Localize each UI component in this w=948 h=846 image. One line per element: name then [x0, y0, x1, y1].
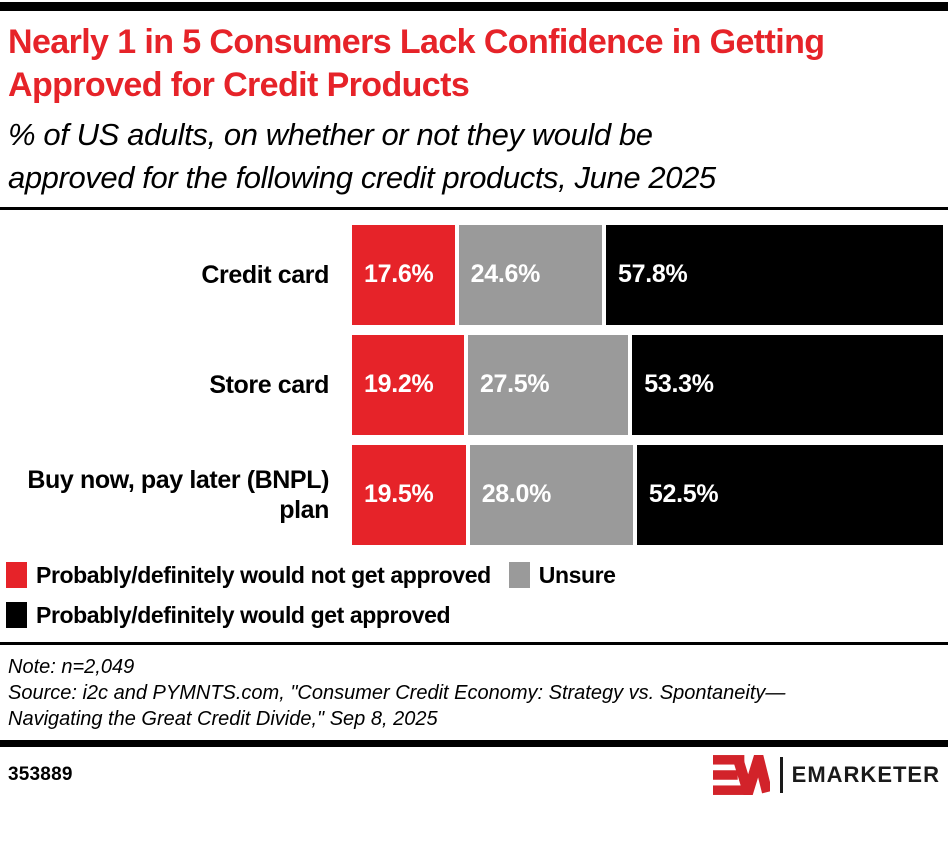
bar-value-label: 24.6%: [470, 260, 541, 289]
divider-bottom: [0, 641, 948, 645]
stacked-bar: 19.5% 28.0% 52.5%: [352, 444, 943, 545]
top-accent-bar: [0, 2, 948, 11]
legend-label: Unsure: [538, 561, 616, 588]
legend-swatch-black: [6, 602, 27, 629]
stacked-bar: 17.6% 24.6% 57.8%: [352, 224, 943, 325]
chart-rows: Credit card 17.6% 24.6% 57.8% Store card 19.2…: [0, 224, 943, 545]
stacked-bar-chart: Credit card 17.6% 24.6% 57.8% Store card 19.2…: [0, 210, 948, 545]
category-label: Store card: [209, 370, 329, 399]
bar-segment-gray: 24.6%: [458, 224, 603, 325]
logo-divider: [779, 756, 783, 793]
bar-segment-gray: 28.0%: [469, 444, 633, 545]
note-text: Note: n=2,049: [8, 655, 135, 678]
bar-value-label: 19.2%: [364, 370, 434, 399]
bar-segment-red: 19.5%: [352, 444, 466, 545]
bar-segment-red: 19.2%: [352, 334, 464, 435]
em-monogram-icon: [712, 754, 770, 795]
divider-top: [0, 206, 948, 210]
legend-swatch-red: [6, 562, 27, 589]
legend-row: Probably/definitely would get approved: [6, 602, 940, 629]
emarketer-logo: EMARKETER: [712, 754, 940, 795]
legend-item-would-not-get-approved: Probably/definitely would not get approv…: [6, 562, 491, 589]
bar-value-label: 27.5%: [479, 370, 550, 399]
chart-subtitle: % of US adults, on whether or not they w…: [8, 116, 716, 195]
footer: 353889 EMARKETER: [0, 747, 948, 798]
chart-row: Store card 19.2% 27.5% 53.3%: [0, 334, 943, 435]
stacked-bar: 19.2% 27.5% 53.3%: [352, 334, 943, 435]
legend-label: Probably/definitely would not get approv…: [36, 561, 491, 588]
legend-row: Probably/definitely would not get approv…: [6, 562, 940, 589]
header: Nearly 1 in 5 Consumers Lack Confidence …: [0, 11, 948, 207]
footer-accent-bar: [0, 739, 948, 747]
bar-value-label: 53.3%: [644, 370, 714, 399]
chart-title: Nearly 1 in 5 Consumers Lack Confidence …: [8, 23, 825, 104]
chart-legend: Probably/definitely would not get approv…: [6, 562, 940, 629]
bar-segment-black: 53.3%: [632, 334, 943, 435]
chart-row: Credit card 17.6% 24.6% 57.8%: [0, 224, 943, 325]
legend-swatch-gray: [508, 562, 530, 589]
legend-label: Probably/definitely would get approved: [36, 601, 451, 628]
bar-segment-red: 17.6%: [352, 224, 455, 325]
bar-segment-black: 52.5%: [636, 444, 943, 545]
legend-item-unsure: Unsure: [508, 561, 616, 589]
bar-value-label: 52.5%: [648, 480, 719, 509]
bar-value-label: 57.8%: [618, 260, 688, 289]
brand-wordmark: EMARKETER: [791, 761, 940, 787]
chart-id: 353889: [8, 763, 73, 785]
notes-section: Note: n=2,049 Source: i2c and PYMNTS.com…: [0, 645, 948, 732]
bar-value-label: 17.6%: [364, 260, 434, 289]
bar-value-label: 28.0%: [481, 480, 552, 509]
source-text-line1: Source: i2c and PYMNTS.com, "Consumer Cr…: [8, 681, 786, 704]
category-label: Credit card: [201, 260, 329, 289]
source-text-line2: Navigating the Great Credit Divide," Sep…: [8, 707, 438, 730]
chart-row: Buy now, pay later (BNPL) plan 19.5% 28.0%…: [0, 444, 943, 545]
bar-segment-black: 57.8%: [606, 224, 943, 325]
category-label: Buy now, pay later (BNPL) plan: [27, 465, 329, 524]
legend-item-would-get-approved: Probably/definitely would get approved: [6, 601, 451, 629]
bar-value-label: 19.5%: [364, 480, 434, 509]
bar-segment-gray: 27.5%: [467, 334, 629, 435]
